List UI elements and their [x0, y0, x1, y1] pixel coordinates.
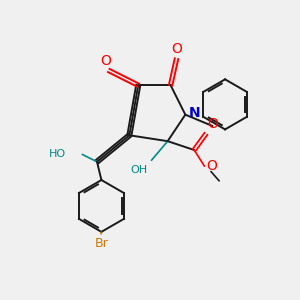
Text: O: O: [171, 42, 182, 56]
Text: Br: Br: [94, 237, 108, 250]
Text: HO: HO: [49, 149, 66, 159]
Text: N: N: [189, 106, 200, 120]
Text: O: O: [207, 117, 218, 131]
Text: OH: OH: [130, 165, 147, 175]
Text: O: O: [206, 159, 217, 173]
Text: O: O: [100, 54, 111, 68]
